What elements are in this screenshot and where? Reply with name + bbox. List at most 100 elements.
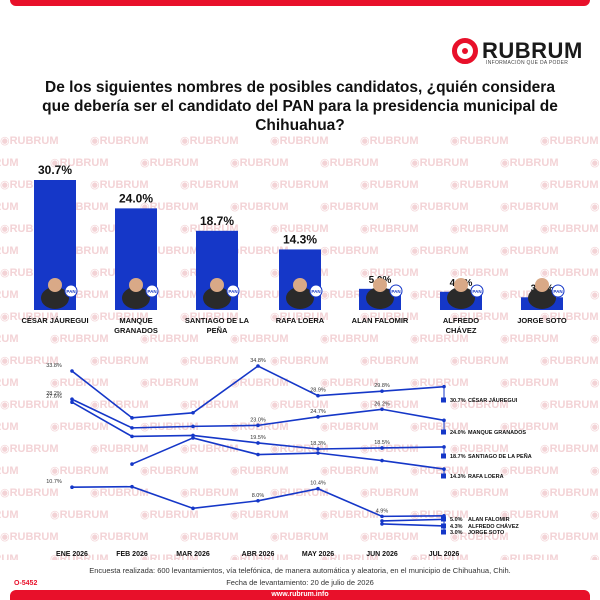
trend-series-name-5: ALFREDO CHÁVEZ bbox=[468, 523, 519, 530]
trend-point-3-4 bbox=[316, 451, 320, 455]
trend-point-3-5 bbox=[380, 458, 384, 463]
trend-point-2-0 bbox=[70, 400, 74, 405]
trend-point-2-5 bbox=[380, 446, 384, 450]
trend-value-label-4-4: 10.4% bbox=[310, 481, 326, 487]
trend-value-label-1-0: 28.2% bbox=[46, 391, 62, 397]
trend-x-label-2: MAR 2026 bbox=[176, 551, 210, 558]
candidate-photo-shoulders-0 bbox=[41, 287, 69, 309]
candidate-photo-shoulders-5 bbox=[447, 287, 475, 309]
trend-value-label-2-3: 19.5% bbox=[250, 435, 266, 441]
trend-point-1-5 bbox=[380, 407, 384, 412]
bar-value-label-0: 30.7% bbox=[38, 163, 72, 177]
bar-category-label-5-1: CHÁVEZ bbox=[446, 326, 477, 335]
trend-point-2-4 bbox=[316, 447, 320, 451]
trend-end-marker-2 bbox=[441, 453, 446, 459]
candidate-photo-shoulders-3 bbox=[286, 287, 314, 309]
trend-point-2-2 bbox=[191, 433, 195, 438]
bar-category-label-5-0: ALFREDO bbox=[443, 316, 479, 325]
trend-value-label-2-5: 18.5% bbox=[374, 440, 390, 446]
candidate-photo-shoulders-2 bbox=[203, 287, 231, 309]
trend-series-name-3: RAFA LOERA bbox=[468, 474, 504, 480]
trend-x-label-3: ABR 2026 bbox=[242, 551, 275, 558]
page-title: De los siguientes nombres de posibles ca… bbox=[42, 79, 558, 134]
bar-category-label-0-0: CÉSAR JÁUREGUI bbox=[21, 316, 88, 325]
bar-category-label-1-0: MANQUE bbox=[119, 316, 152, 325]
trend-series-name-6: JORGE SOTO bbox=[468, 530, 505, 536]
logo-name: RUBRUM bbox=[482, 38, 583, 63]
trend-value-label-0-0: 33.8% bbox=[46, 363, 62, 369]
trend-point-0-2 bbox=[191, 410, 195, 415]
bar-category-label-2-1: PEÑA bbox=[207, 326, 228, 335]
logo-ring-icon bbox=[452, 38, 478, 64]
trend-point-4-1 bbox=[130, 484, 134, 489]
trend-x-label-1: FEB 2026 bbox=[116, 551, 148, 558]
pan-badge-icon-2 bbox=[226, 284, 240, 298]
website-link[interactable]: www.rubrum.info bbox=[271, 591, 329, 598]
trend-series-name-1: MANQUE GRANADOS bbox=[468, 430, 526, 436]
trend-point-1-1 bbox=[130, 426, 134, 430]
trend-point-0-5 bbox=[380, 389, 384, 393]
brand-logo: RUBRUM INFORMACIÓN QUE DA PODER bbox=[452, 38, 582, 66]
logo-tagline: INFORMACIÓN QUE DA PODER bbox=[486, 60, 569, 66]
bar-category-label-4-0: ALAN FALOMIR bbox=[352, 316, 409, 325]
candidate-photo-face-2 bbox=[210, 278, 224, 292]
trend-line-5 bbox=[381, 518, 445, 522]
bar-value-label-2: 18.7% bbox=[200, 214, 234, 228]
trend-value-label-0-3: 34.8% bbox=[250, 358, 266, 364]
trend-value-label-1-3: 23.0% bbox=[250, 417, 266, 423]
trend-point-4-0 bbox=[70, 485, 74, 490]
trend-x-label-0: ENE 2026 bbox=[56, 551, 88, 558]
trend-end-value-5: 4.3% bbox=[450, 524, 463, 530]
candidate-photo-shoulders-4 bbox=[366, 287, 394, 309]
trend-point-0-0 bbox=[70, 369, 74, 373]
candidate-photo-face-5 bbox=[454, 278, 468, 292]
pan-badge-text-4: PAN bbox=[391, 289, 400, 294]
bar-category-label-3-0: RAFA LOERA bbox=[276, 316, 325, 325]
trend-value-label-2-0: 27.6% bbox=[46, 394, 62, 400]
trend-point-1-0 bbox=[70, 397, 74, 402]
trend-point-0-4 bbox=[316, 393, 320, 398]
pan-badge-text-0: PAN bbox=[66, 289, 75, 294]
pan-badge-icon-6 bbox=[551, 284, 565, 298]
trend-end-value-1: 24.0% bbox=[450, 430, 466, 436]
trend-end-marker-3 bbox=[441, 473, 446, 479]
trend-x-label-6: JUL 2026 bbox=[429, 551, 460, 558]
trend-series-name-2: SANTIAGO DE LA PEÑA bbox=[468, 453, 532, 460]
trend-point-4-3 bbox=[256, 498, 260, 503]
candidate-photo-face-1 bbox=[129, 278, 143, 292]
trend-point-1-3 bbox=[256, 423, 260, 428]
trend-point-2-3 bbox=[256, 441, 260, 445]
trend-value-label-4-0: 10.7% bbox=[46, 479, 62, 485]
trend-point-4-4 bbox=[316, 486, 320, 491]
pan-badge-icon-0 bbox=[64, 284, 78, 298]
trend-point-4-2 bbox=[191, 506, 195, 511]
pan-badge-text-1: PAN bbox=[147, 289, 156, 294]
bar-category-label-6-0: JORGE SOTO bbox=[517, 316, 567, 325]
survey-methodology-note: Encuesta realizada: 600 levantamientos, … bbox=[89, 566, 511, 575]
pan-badge-icon-5 bbox=[470, 284, 484, 298]
publication-code: O-5452 bbox=[14, 580, 38, 587]
trend-end-value-0: 30.7% bbox=[450, 398, 466, 404]
trend-value-label-0-4: 28.9% bbox=[310, 388, 326, 394]
trend-line-6 bbox=[381, 523, 445, 527]
pan-badge-icon-3 bbox=[309, 284, 323, 298]
top-banner bbox=[0, 0, 600, 14]
pan-badge-text-5: PAN bbox=[472, 289, 481, 294]
trend-end-value-2: 18.7% bbox=[450, 454, 466, 460]
trend-value-label-0-5: 29.8% bbox=[374, 383, 390, 389]
trend-series-name-4: ALAN FALOMIR bbox=[468, 517, 510, 523]
trend-value-label-2-4: 18.3% bbox=[310, 441, 326, 447]
trend-value-label-1-5: 26.2% bbox=[374, 401, 390, 407]
candidate-photo-face-3 bbox=[293, 278, 307, 292]
trend-x-label-5: JUN 2026 bbox=[366, 551, 398, 558]
pan-badge-text-6: PAN bbox=[553, 289, 562, 294]
candidate-photo-face-0 bbox=[48, 278, 62, 292]
trend-end-value-6: 3.0% bbox=[450, 530, 463, 536]
bar-value-label-3: 14.3% bbox=[283, 232, 317, 246]
trend-end-value-3: 14.3% bbox=[450, 474, 466, 480]
pan-badge-text-3: PAN bbox=[311, 289, 320, 294]
candidate-photo-face-4 bbox=[373, 278, 387, 292]
bottom-banner: www.rubrum.info bbox=[10, 590, 590, 600]
trend-value-label-4-5: 4.9% bbox=[376, 508, 389, 514]
